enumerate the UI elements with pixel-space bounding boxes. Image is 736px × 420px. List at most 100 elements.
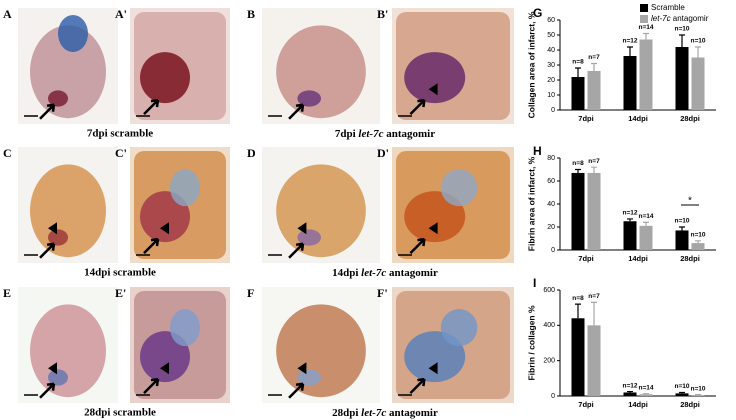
- micrograph-panel: [392, 147, 514, 263]
- stain: [58, 14, 88, 53]
- x-tick-label: 14dpi: [628, 400, 648, 409]
- micrograph-panel: [18, 147, 118, 263]
- y-axis-label: Fibrin / collagen %: [526, 305, 536, 381]
- arrow: [288, 242, 305, 259]
- legend-label: Scramble: [651, 3, 685, 12]
- caption-italic: let-7c: [361, 407, 386, 419]
- micrograph-panel: [130, 147, 230, 263]
- x-tick-label: 7dpi: [578, 254, 593, 263]
- arrow: [143, 98, 160, 115]
- n-label: n=7: [588, 54, 600, 61]
- x-tick-label: 28dpi: [680, 114, 700, 123]
- panel-label: B: [247, 7, 255, 21]
- bar: [675, 47, 689, 110]
- micrograph-panel: [262, 287, 380, 403]
- y-tick-label: 200: [543, 358, 555, 365]
- error-bar: [643, 393, 649, 395]
- y-tick-label: 20: [547, 224, 555, 231]
- y-tick-label: 40: [547, 47, 555, 54]
- bar: [675, 393, 689, 396]
- bar: [691, 395, 705, 396]
- n-label: n=10: [691, 38, 706, 45]
- n-label: n=10: [691, 385, 706, 392]
- bar: [639, 225, 653, 250]
- bar: [623, 221, 637, 250]
- error-bar: [627, 218, 633, 222]
- tissue: [276, 25, 366, 119]
- micrograph-panel: [262, 8, 380, 124]
- caption-italic: let-7c: [361, 267, 386, 279]
- significance-mark: *: [688, 196, 692, 207]
- infarct: [48, 229, 68, 246]
- error-bar: [643, 32, 649, 40]
- y-tick-label: 600: [543, 287, 555, 294]
- stain: [170, 169, 200, 207]
- legend-text: let-7c: [651, 14, 671, 23]
- arrow: [409, 237, 426, 254]
- bar: [691, 57, 705, 110]
- y-tick-label: 400: [543, 322, 555, 329]
- error-bar: [695, 240, 701, 244]
- infarct: [140, 331, 190, 383]
- caption-part: antagomir: [386, 267, 438, 279]
- micrograph-panel: [18, 8, 118, 124]
- y-tick-label: 50: [547, 32, 555, 39]
- error-bar: [575, 67, 581, 77]
- stain: [440, 309, 478, 347]
- error-bar: [695, 46, 701, 58]
- panel-label: B': [377, 7, 388, 21]
- x-tick-label: 14dpi: [628, 114, 648, 123]
- arrow: [39, 382, 56, 399]
- arrowhead: [428, 362, 438, 375]
- infarct: [48, 369, 68, 386]
- y-tick-label: 60: [547, 178, 555, 185]
- y-tick-label: 0: [551, 393, 555, 400]
- bar: [623, 56, 637, 110]
- stain: [440, 169, 478, 207]
- arrow: [288, 103, 305, 120]
- arrowhead: [48, 222, 57, 235]
- panel-label: E: [3, 286, 11, 300]
- legend-text: antagomir: [671, 14, 709, 23]
- x-tick-label: 28dpi: [680, 400, 700, 409]
- arrow: [409, 377, 426, 394]
- n-label: n=10: [675, 26, 690, 33]
- legend-label: let-7c antagomir: [651, 14, 709, 23]
- caption-part: 7dpi: [335, 128, 359, 140]
- y-tick-label: 0: [551, 107, 555, 114]
- bar: [691, 243, 705, 250]
- y-tick-label: 80: [547, 155, 555, 162]
- error-bar: [679, 391, 685, 394]
- tissue: [276, 304, 366, 398]
- bar: [675, 230, 689, 250]
- legend-text: Scramble: [651, 3, 685, 12]
- n-label: n=12: [623, 382, 638, 389]
- error-bar: [679, 34, 685, 47]
- x-tick-label: 7dpi: [578, 114, 593, 123]
- infarct: [404, 191, 466, 243]
- caption: 28dpi scramble: [84, 407, 156, 419]
- caption: 14dpi let-7c antagomir: [332, 267, 438, 279]
- n-label: n=7: [588, 158, 600, 165]
- panel-label: D': [377, 146, 389, 160]
- error-bar: [591, 166, 597, 173]
- x-tick-label: 14dpi: [628, 254, 648, 263]
- arrowhead: [160, 362, 169, 375]
- n-label: n=14: [639, 24, 654, 31]
- y-tick-label: 60: [547, 17, 555, 24]
- infarct: [297, 90, 322, 107]
- panel-label: F: [247, 286, 254, 300]
- caption: 7dpi let-7c antagomir: [335, 128, 435, 140]
- n-label: n=12: [623, 210, 638, 217]
- bar: [587, 172, 601, 250]
- x-tick-label: 7dpi: [578, 400, 593, 409]
- n-label: n=8: [572, 59, 584, 66]
- x-tick-label: 28dpi: [680, 254, 700, 263]
- y-axis-label: Fibrin area of infarct, %: [526, 156, 536, 251]
- legend-swatch: [640, 15, 648, 23]
- tissue: [30, 304, 106, 398]
- bar: [587, 71, 601, 110]
- caption-part: antagomir: [383, 128, 435, 140]
- caption: 7dpi scramble: [87, 128, 153, 140]
